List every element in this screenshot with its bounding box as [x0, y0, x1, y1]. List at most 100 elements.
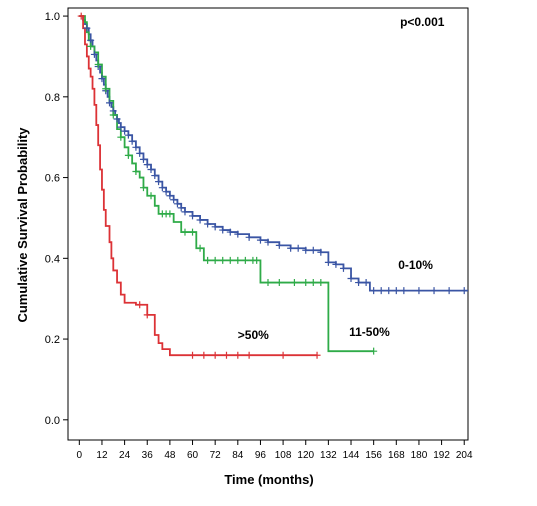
- annotations: p<0.001 0-10% >50% 11-50%: [238, 15, 445, 342]
- censor-mark: [400, 287, 408, 295]
- censor-mark: [309, 279, 317, 287]
- censor-mark: [121, 127, 129, 135]
- x-tick-label: 12: [96, 450, 108, 461]
- censor-mark: [302, 279, 310, 287]
- plot-frame: [67, 7, 469, 441]
- censor-mark: [222, 351, 230, 359]
- censor-mark: [317, 279, 325, 287]
- y-tick-label: 0.2: [45, 334, 60, 346]
- censor-mark: [181, 208, 189, 216]
- censor-mark: [83, 24, 91, 32]
- x-tick-label: 180: [411, 450, 428, 461]
- censor-mark: [204, 220, 212, 228]
- censor-mark: [339, 264, 347, 272]
- censor-mark: [362, 279, 370, 287]
- censor-mark: [189, 351, 197, 359]
- censor-mark: [245, 351, 253, 359]
- censor-mark: [211, 351, 219, 359]
- censor-mark: [166, 192, 174, 200]
- censor-mark: [219, 226, 227, 234]
- censor-mark: [317, 248, 325, 256]
- censor-mark: [370, 347, 378, 355]
- x-tick-label: 0: [77, 450, 83, 461]
- censor-mark: [94, 61, 102, 69]
- censor-mark: [275, 279, 283, 287]
- censor-mark: [377, 287, 385, 295]
- censor-mark: [347, 275, 355, 283]
- censor-mark: [109, 111, 117, 119]
- y-tick-label: 1.0: [45, 11, 60, 23]
- censor-mark: [166, 210, 174, 218]
- censor-mark: [189, 228, 197, 236]
- censor-mark: [234, 256, 242, 264]
- censor-mark: [143, 161, 151, 169]
- censor-mark: [241, 256, 249, 264]
- censor-mark: [155, 178, 163, 186]
- y-tick-label: 0.4: [45, 253, 60, 265]
- censor-mark: [211, 256, 219, 264]
- annotation-label: p<0.001: [400, 15, 445, 29]
- censor-mark: [117, 133, 125, 141]
- x-tick-label: 120: [297, 450, 314, 461]
- censor-mark: [189, 212, 197, 220]
- censor-mark: [226, 228, 234, 236]
- censor-mark: [162, 188, 170, 196]
- censor-mark: [264, 238, 272, 246]
- censor-mark: [302, 246, 310, 254]
- x-tick-label: 192: [433, 450, 450, 461]
- x-tick-label: 24: [119, 450, 131, 461]
- x-tick-label: 144: [343, 450, 360, 461]
- censor-mark: [355, 279, 363, 287]
- censor-mark: [275, 241, 283, 249]
- censor-mark: [196, 216, 204, 224]
- censor-mark: [313, 351, 321, 359]
- y-tick-label: 0.8: [45, 92, 60, 104]
- censor-mark: [124, 131, 132, 139]
- x-tick-label: 48: [164, 450, 176, 461]
- x-tick-label: 60: [187, 450, 199, 461]
- censor-mark: [211, 223, 219, 231]
- censor-mark: [279, 351, 287, 359]
- censor-mark: [290, 279, 298, 287]
- censor-mark: [196, 244, 204, 252]
- censor-mark: [158, 184, 166, 192]
- censor-mark: [445, 287, 453, 295]
- y-tick-label: 0.0: [45, 415, 60, 427]
- censor-mark: [151, 172, 159, 180]
- x-tick-label: 96: [255, 450, 267, 461]
- censor-mark: [139, 155, 147, 163]
- censor-mark: [132, 168, 140, 176]
- censor-mark: [460, 287, 468, 295]
- censor-mark: [143, 311, 151, 319]
- censor-mark: [113, 115, 121, 123]
- censor-mark: [392, 287, 400, 295]
- annotation-label: 11-50%: [349, 325, 390, 339]
- censor-mark: [219, 256, 227, 264]
- censor-mark: [177, 204, 185, 212]
- censor-mark: [324, 258, 332, 266]
- x-tick-label: 108: [275, 450, 292, 461]
- censor-mark: [256, 236, 264, 244]
- censor-mark: [87, 42, 95, 50]
- censor-mark: [87, 36, 95, 44]
- y-axis-title: Cumulative Survival Probability: [15, 127, 30, 323]
- censor-mark: [234, 230, 242, 238]
- censor-mark: [136, 149, 144, 157]
- censor-mark: [253, 256, 261, 264]
- censor-mark: [309, 246, 317, 254]
- x-tick-label: 84: [232, 450, 244, 461]
- censor-mark: [294, 244, 302, 252]
- censor-mark: [370, 287, 378, 295]
- annotation-label: >50%: [238, 328, 269, 342]
- censor-mark: [98, 75, 106, 83]
- censor-mark: [245, 233, 253, 241]
- survival-curve-50: [79, 15, 318, 357]
- censor-mark: [147, 165, 155, 173]
- censor-mark: [106, 99, 114, 107]
- censor-mark: [204, 256, 212, 264]
- annotation-label: 0-10%: [398, 258, 433, 272]
- x-tick-label: 168: [388, 450, 405, 461]
